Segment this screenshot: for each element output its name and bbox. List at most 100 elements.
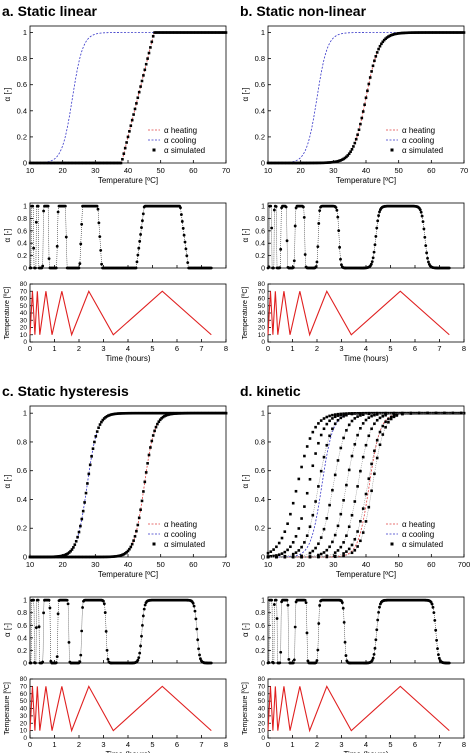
simulated-point (94, 161, 98, 165)
x-tick-label: 7 (437, 344, 441, 353)
simulated-point (198, 31, 201, 34)
y-tick-label: 30 (20, 317, 28, 324)
x-tick-label: 20 (296, 560, 304, 569)
simulated-point (223, 31, 226, 34)
simulated-point (367, 477, 371, 480)
y-tick-label: 0 (261, 339, 265, 346)
simulated-point (406, 31, 410, 35)
y-tick-label: 1 (23, 598, 27, 605)
simulated-point (182, 411, 186, 415)
simulated-point (417, 31, 421, 34)
alpha-time-plot: 0 0.2 0.4 0.6 0.8 1 α [-] (3, 596, 227, 668)
simulated-point (333, 413, 337, 416)
simulated-point (63, 204, 67, 208)
simulated-point (277, 161, 281, 165)
simulated-point (175, 31, 179, 34)
simulated-point (136, 523, 140, 527)
simulated-point (118, 412, 121, 415)
simulated-point (39, 161, 43, 165)
simulated-point (105, 555, 109, 559)
y-tick-label: 0.6 (255, 623, 265, 630)
simulated-point (157, 411, 161, 415)
x-axis-label: Temperature [ºC] (98, 570, 158, 579)
simulated-point (375, 456, 379, 460)
simulated-point (144, 62, 148, 66)
legend-label: α cooling (164, 530, 196, 539)
simulated-point (293, 625, 297, 629)
simulated-point (136, 96, 140, 100)
simulated-point (339, 159, 343, 162)
y-tick-label: 1 (261, 598, 265, 605)
simulated-point (36, 204, 40, 208)
simulated-point (364, 443, 368, 447)
x-tick-label: 70 (222, 560, 230, 569)
simulated-point (109, 161, 113, 165)
simulated-point (170, 31, 173, 34)
simulated-point (90, 161, 93, 165)
simulated-point (376, 618, 380, 622)
simulated-point (115, 554, 119, 558)
y-tick-label: 0.2 (17, 253, 27, 260)
simulated-point (149, 411, 152, 415)
simulated-point (291, 501, 295, 505)
y-tick-label: 0 (261, 661, 265, 668)
simulated-point (195, 627, 199, 631)
simulated-point (203, 31, 207, 34)
simulated-point (275, 545, 278, 549)
y-tick-label: 70 (258, 288, 266, 295)
simulated-point (353, 417, 357, 420)
simulated-point (81, 555, 85, 559)
simulated-point (114, 161, 117, 165)
simulated-point (137, 90, 141, 94)
simulated-point (367, 82, 371, 86)
simulated-point (294, 161, 298, 165)
simulated-point (202, 411, 205, 415)
simulated-point (77, 530, 81, 534)
x-tick-label: 8 (462, 740, 466, 749)
cooling-curve (268, 32, 464, 164)
simulated-point (336, 159, 340, 163)
simulated-point (347, 547, 351, 551)
simulated-point (128, 547, 131, 551)
simulated-point (342, 413, 345, 416)
y-tick-label: 0 (261, 553, 265, 562)
simulated-point (287, 657, 291, 661)
simulated-point (352, 145, 355, 148)
simulated-point (42, 555, 46, 559)
x-tick-label: 3 (101, 740, 105, 749)
x-tick-label: 30 (91, 560, 99, 569)
simulated-point (304, 601, 308, 605)
x-tick-label: 3 (339, 344, 343, 353)
simulated-point (333, 533, 337, 537)
y-tick-label: 0 (261, 266, 265, 273)
y-tick-label: 0.4 (255, 635, 265, 642)
plot-frame (267, 202, 465, 269)
simulated-point (99, 249, 103, 252)
simulated-point (321, 161, 324, 165)
simulated-point (395, 414, 399, 417)
simulated-point (163, 414, 166, 418)
simulated-point (54, 266, 58, 270)
simulated-point (121, 157, 124, 161)
simulated-point (319, 552, 323, 556)
simulated-point (63, 555, 67, 559)
simulated-point (184, 411, 187, 415)
simulated-point (361, 455, 365, 459)
simulated-point (214, 411, 218, 415)
x-tick-label: 70 (222, 166, 230, 175)
simulated-point (319, 536, 323, 539)
simulated-point (121, 412, 124, 415)
simulated-point (413, 31, 417, 34)
simulated-point (273, 161, 277, 165)
y-tick-label: 20 (20, 325, 28, 332)
simulated-point (209, 266, 213, 270)
panel-title: d. kinetic (240, 383, 301, 399)
simulated-point (101, 161, 105, 165)
simulated-point (90, 455, 93, 458)
simulated-point (290, 161, 294, 165)
simulated-point (314, 546, 317, 550)
simulated-point (423, 235, 427, 239)
simulated-point (378, 443, 382, 447)
simulated-point (153, 31, 156, 34)
simulated-point (445, 31, 449, 34)
